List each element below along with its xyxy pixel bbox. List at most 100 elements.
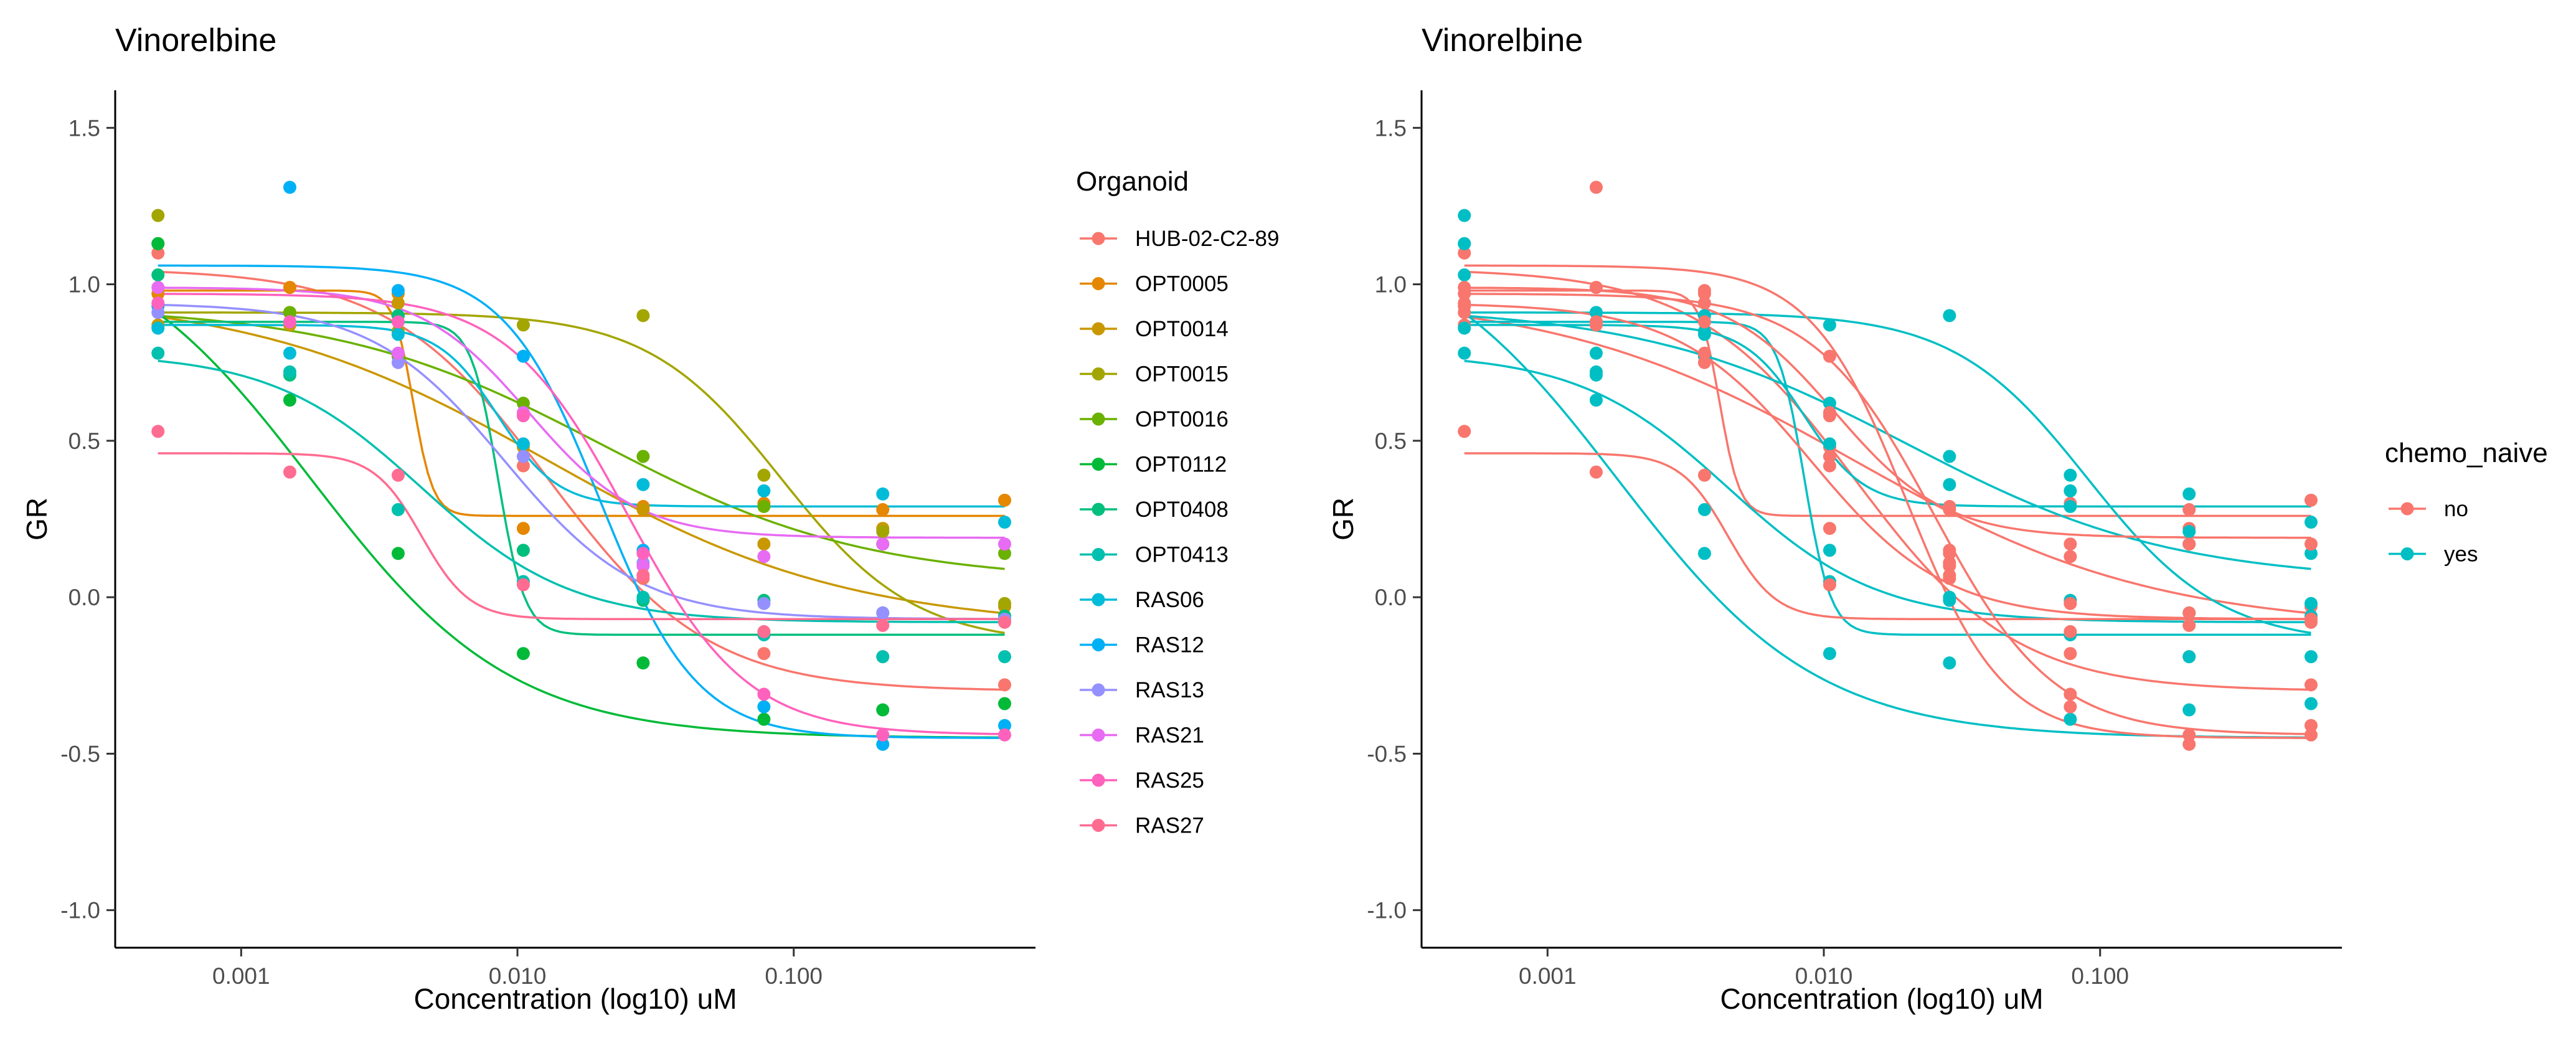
data-point-ras21 bbox=[757, 550, 771, 564]
legend-item: OPT0112 bbox=[1080, 453, 1227, 477]
fit-curve-ras25 bbox=[1464, 293, 2311, 735]
data-point-ras21 bbox=[2182, 537, 2196, 551]
data-point-ras25 bbox=[391, 315, 405, 329]
fit-curve-opt0413 bbox=[1464, 359, 2311, 623]
data-point-opt0413 bbox=[636, 590, 650, 604]
data-point-ras25 bbox=[757, 687, 771, 701]
data-point-opt0112 bbox=[151, 237, 165, 250]
data-point-ras06 bbox=[1943, 478, 1956, 491]
data-point-ras21 bbox=[998, 537, 1011, 551]
data-point-opt0016 bbox=[2304, 547, 2318, 560]
legend-item: HUB-02-C2-89 bbox=[1080, 227, 1279, 251]
data-point-ras21 bbox=[1458, 281, 1471, 295]
fit-curve-ras21 bbox=[158, 286, 1005, 539]
data-point-ras12 bbox=[2182, 737, 2196, 751]
fit-curve-opt0408 bbox=[158, 321, 1005, 636]
legend-item: RAS21 bbox=[1080, 724, 1204, 748]
legend-title: Organoid bbox=[1076, 166, 1189, 197]
data-point-ras06 bbox=[998, 516, 1011, 529]
data-point-ras12 bbox=[757, 700, 771, 714]
legend-title: chemo_naive bbox=[2385, 438, 2548, 468]
y-tick-label: 1.5 bbox=[68, 115, 100, 141]
data-point-ras27 bbox=[2182, 618, 2196, 632]
data-point-ras25 bbox=[2064, 687, 2077, 701]
data-point-hub-02-c2-89 bbox=[1458, 246, 1471, 260]
data-point-ras21 bbox=[876, 537, 890, 551]
data-point-opt0112 bbox=[757, 712, 771, 726]
panel-by-organoid: Vinorelbine 1.5 1.0 0.5 0.0 -0.5 -1.0 0.001 0.01… bbox=[21, 22, 1279, 1015]
legend-label: OPT0112 bbox=[1135, 453, 1227, 477]
legend-label: OPT0014 bbox=[1135, 317, 1229, 341]
fit-curve-ras21 bbox=[1464, 286, 2311, 539]
data-point-ras13 bbox=[391, 356, 405, 369]
data-point-hub-02-c2-89 bbox=[516, 459, 530, 473]
legend-item: RAS06 bbox=[1080, 588, 1204, 612]
legend-key-dot bbox=[1092, 638, 1105, 651]
fit-curve-opt0015 bbox=[1464, 311, 2311, 635]
data-point-opt0014 bbox=[757, 537, 771, 551]
data-point-opt0005 bbox=[876, 502, 890, 516]
data-points bbox=[1458, 181, 2318, 751]
data-point-opt0413 bbox=[2304, 650, 2318, 664]
fit-curves bbox=[157, 264, 1005, 739]
legend-key-dot bbox=[1092, 322, 1105, 336]
legend-key-dot bbox=[1092, 277, 1105, 290]
data-point-opt0015 bbox=[757, 468, 771, 482]
data-point-ras25 bbox=[1589, 315, 1603, 329]
data-point-ras12 bbox=[998, 719, 1011, 732]
data-point-ras13 bbox=[516, 450, 530, 463]
fit-curve-opt0014 bbox=[1464, 315, 2311, 615]
data-point-opt0413 bbox=[876, 650, 890, 664]
data-point-opt0413 bbox=[998, 650, 1011, 664]
data-point-ras25 bbox=[516, 409, 530, 423]
data-point-opt0413 bbox=[283, 365, 296, 379]
data-point-opt0005 bbox=[2304, 493, 2318, 507]
legend-key-dot bbox=[1092, 232, 1105, 245]
data-point-ras27 bbox=[1589, 465, 1603, 479]
legend-item: OPT0408 bbox=[1080, 498, 1229, 522]
data-point-opt0015 bbox=[1823, 318, 1836, 332]
legend-item: OPT0005 bbox=[1080, 272, 1229, 296]
legend-key-dot bbox=[1092, 367, 1105, 380]
data-point-opt0014 bbox=[391, 296, 405, 310]
data-point-ras21 bbox=[2064, 550, 2077, 564]
fit-curve-ras25 bbox=[158, 293, 1005, 735]
data-point-opt0408 bbox=[1458, 268, 1471, 282]
data-point-opt0112 bbox=[998, 697, 1011, 710]
data-point-opt0112 bbox=[391, 547, 405, 560]
y-tick-label: 0.5 bbox=[68, 428, 100, 454]
data-point-ras06 bbox=[391, 328, 405, 341]
data-point-ras27 bbox=[391, 468, 405, 482]
data-point-opt0112 bbox=[876, 703, 890, 717]
data-point-opt0112 bbox=[1458, 237, 1471, 250]
data-point-ras27 bbox=[876, 618, 890, 632]
data-point-opt0413 bbox=[391, 502, 405, 516]
legend-label: OPT0413 bbox=[1135, 543, 1229, 567]
data-point-ras12 bbox=[876, 737, 890, 751]
data-point-opt0015 bbox=[636, 309, 650, 323]
data-point-ras27 bbox=[636, 569, 650, 582]
data-point-opt0005 bbox=[283, 281, 296, 295]
data-point-opt0015 bbox=[1458, 209, 1471, 222]
y-tick-label: 1.0 bbox=[1375, 272, 1407, 298]
x-tick-label: 0.010 bbox=[489, 963, 547, 989]
legend-item: RAS12 bbox=[1080, 633, 1204, 658]
legend-item: OPT0014 bbox=[1080, 317, 1229, 341]
data-point-opt0408 bbox=[151, 268, 165, 282]
data-point-ras25 bbox=[283, 315, 296, 329]
legend-label: OPT0015 bbox=[1135, 362, 1229, 387]
data-point-ras25 bbox=[636, 547, 650, 560]
data-point-ras25 bbox=[876, 728, 890, 742]
legend-label: OPT0016 bbox=[1135, 407, 1229, 432]
data-point-opt0015 bbox=[151, 209, 165, 222]
data-point-ras12 bbox=[1589, 181, 1603, 194]
fit-curve-ras12 bbox=[158, 264, 1005, 739]
fit-curve-ras06 bbox=[1464, 324, 2311, 508]
data-point-ras25 bbox=[1823, 409, 1836, 423]
legend-label: RAS13 bbox=[1135, 678, 1204, 702]
data-point-opt0413 bbox=[1589, 365, 1603, 379]
data-point-opt0112 bbox=[1823, 647, 1836, 661]
y-axis-title: GR bbox=[1327, 498, 1359, 540]
